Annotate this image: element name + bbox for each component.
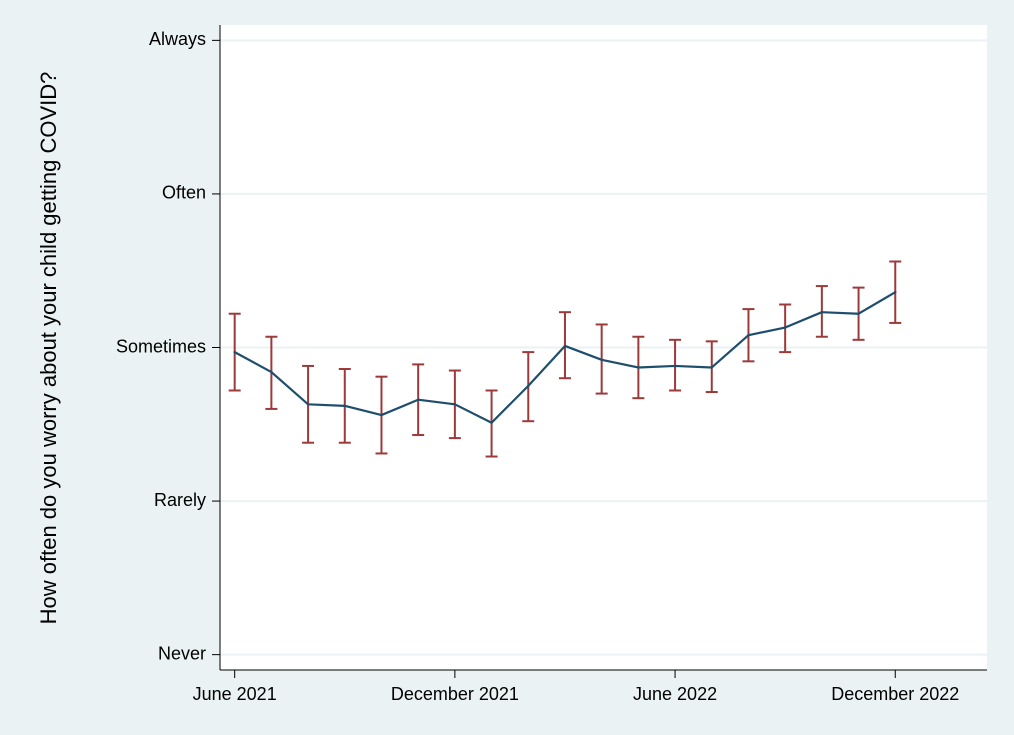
data-point: [894, 291, 897, 294]
data-point: [527, 384, 530, 388]
data-point: [710, 366, 713, 369]
data-point: [306, 403, 310, 406]
data-point: [233, 350, 236, 354]
ticks: Never Rarely Sometimes Often Always June 2021…: [116, 29, 959, 704]
y-tick-label: Always: [149, 29, 206, 49]
y-tick-label: Never: [158, 643, 206, 663]
y-tick-label: Often: [162, 183, 206, 203]
y-axis-title: How often do you worry about your child …: [36, 72, 61, 625]
data-point: [637, 366, 640, 369]
grid-lines: [220, 39, 987, 656]
data-point: [453, 403, 457, 406]
data-point: [600, 358, 603, 361]
data-point: [820, 310, 824, 314]
data-point: [783, 326, 787, 329]
data-point: [857, 312, 860, 315]
series-line-group: [233, 291, 897, 424]
data-point: [747, 334, 750, 337]
data-point: [490, 421, 493, 424]
y-tick-label: Rarely: [154, 490, 206, 510]
data-point: [343, 404, 346, 408]
y-tick-label: Sometimes: [116, 336, 206, 356]
x-tick-label: June 2022: [633, 684, 717, 704]
x-tick-label: June 2021: [193, 684, 277, 704]
data-point: [563, 344, 567, 348]
data-point: [673, 364, 677, 368]
data-point: [270, 370, 273, 374]
data-point: [380, 413, 383, 417]
x-tick-label: December 2021: [391, 684, 519, 704]
data-point: [416, 398, 420, 401]
x-tick-label: December 2022: [831, 684, 959, 704]
